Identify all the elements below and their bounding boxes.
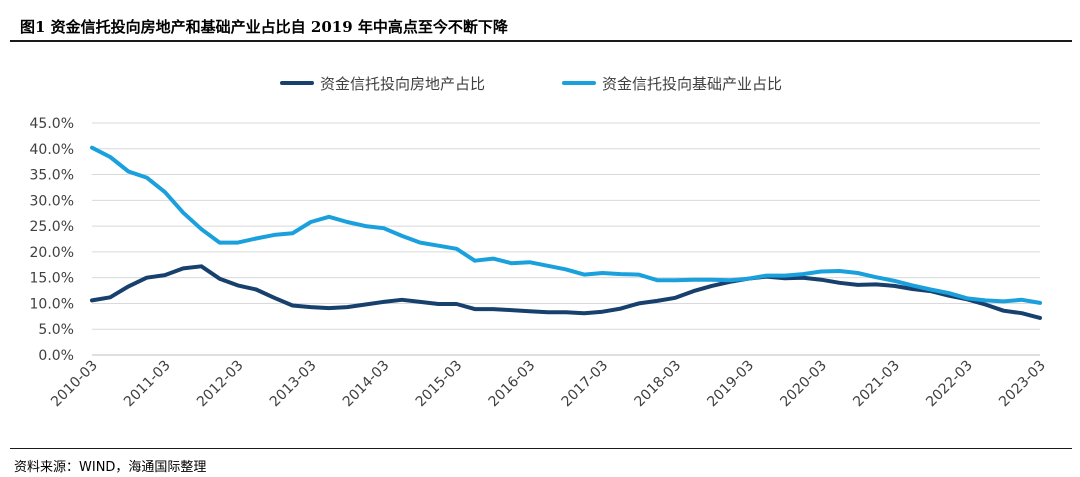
x-tick-label: 2015-03 (413, 358, 466, 411)
series-lines (90, 145, 1042, 320)
x-tick-label: 2013-03 (267, 358, 320, 411)
source-note: 资料来源：WIND，海通国际整理 (14, 460, 207, 475)
y-tick-label: 10.0% (30, 296, 74, 312)
y-tick-label: 20.0% (30, 245, 74, 261)
x-tick-label: 2014-03 (340, 358, 393, 411)
x-tick-label: 2023-03 (996, 358, 1049, 411)
x-tick-label: 2017-03 (559, 358, 612, 411)
gridlines (92, 122, 1040, 356)
y-tick-label: 35.0% (30, 168, 74, 184)
x-tick-label: 2012-03 (194, 358, 247, 411)
y-tick-label: 25.0% (30, 219, 74, 235)
y-tick-label: 30.0% (30, 193, 74, 209)
chart-legend: 资金信托投向房地产占比 资金信托投向基础产业占比 (0, 68, 1080, 98)
x-tick-label: 2010-03 (48, 358, 101, 411)
y-tick-label: 0.0% (38, 348, 74, 364)
y-tick-label: 40.0% (30, 142, 74, 158)
x-tick-label: 2018-03 (632, 358, 685, 411)
x-tick-label: 2020-03 (777, 358, 830, 411)
series-line-real-estate (90, 264, 1042, 320)
y-tick-label: 5.0% (38, 322, 74, 338)
legend-label-real-estate: 资金信托投向房地产占比 (320, 74, 486, 93)
legend-swatch-infrastructure (562, 81, 596, 85)
series-line-infrastructure (90, 145, 1042, 305)
y-tick-label: 45.0% (30, 116, 74, 132)
legend-item-real-estate: 资金信托投向房地产占比 (280, 68, 485, 98)
legend-swatch-real-estate (280, 81, 314, 85)
x-tick-label: 2022-03 (923, 358, 976, 411)
footer-rule (10, 448, 1072, 449)
figure-title-bar: 图1 资金信托投向房地产和基础产业占比自 2019 年中高点至今不断下降 (10, 14, 1072, 42)
x-tick-label: 2021-03 (850, 358, 903, 411)
x-tick-label: 2016-03 (486, 358, 539, 411)
legend-item-infrastructure: 资金信托投向基础产业占比 (562, 68, 782, 98)
y-axis-tick-labels: 45.0% 40.0% 35.0% 30.0% 25.0% 20.0% 15.0% 10.0%… (30, 116, 74, 364)
x-tick-label: 2019-03 (704, 358, 757, 411)
x-tick-label: 2011-03 (121, 358, 174, 411)
legend-label-infrastructure: 资金信托投向基础产业占比 (602, 74, 783, 93)
x-axis-tick-labels: 2010-03 2011-03 2012-03 2013-03 2014-03 2015-… (48, 358, 1049, 411)
figure-title: 图1 资金信托投向房地产和基础产业占比自 2019 年中高点至今不断下降 (20, 18, 508, 36)
y-tick-label: 15.0% (30, 271, 74, 287)
